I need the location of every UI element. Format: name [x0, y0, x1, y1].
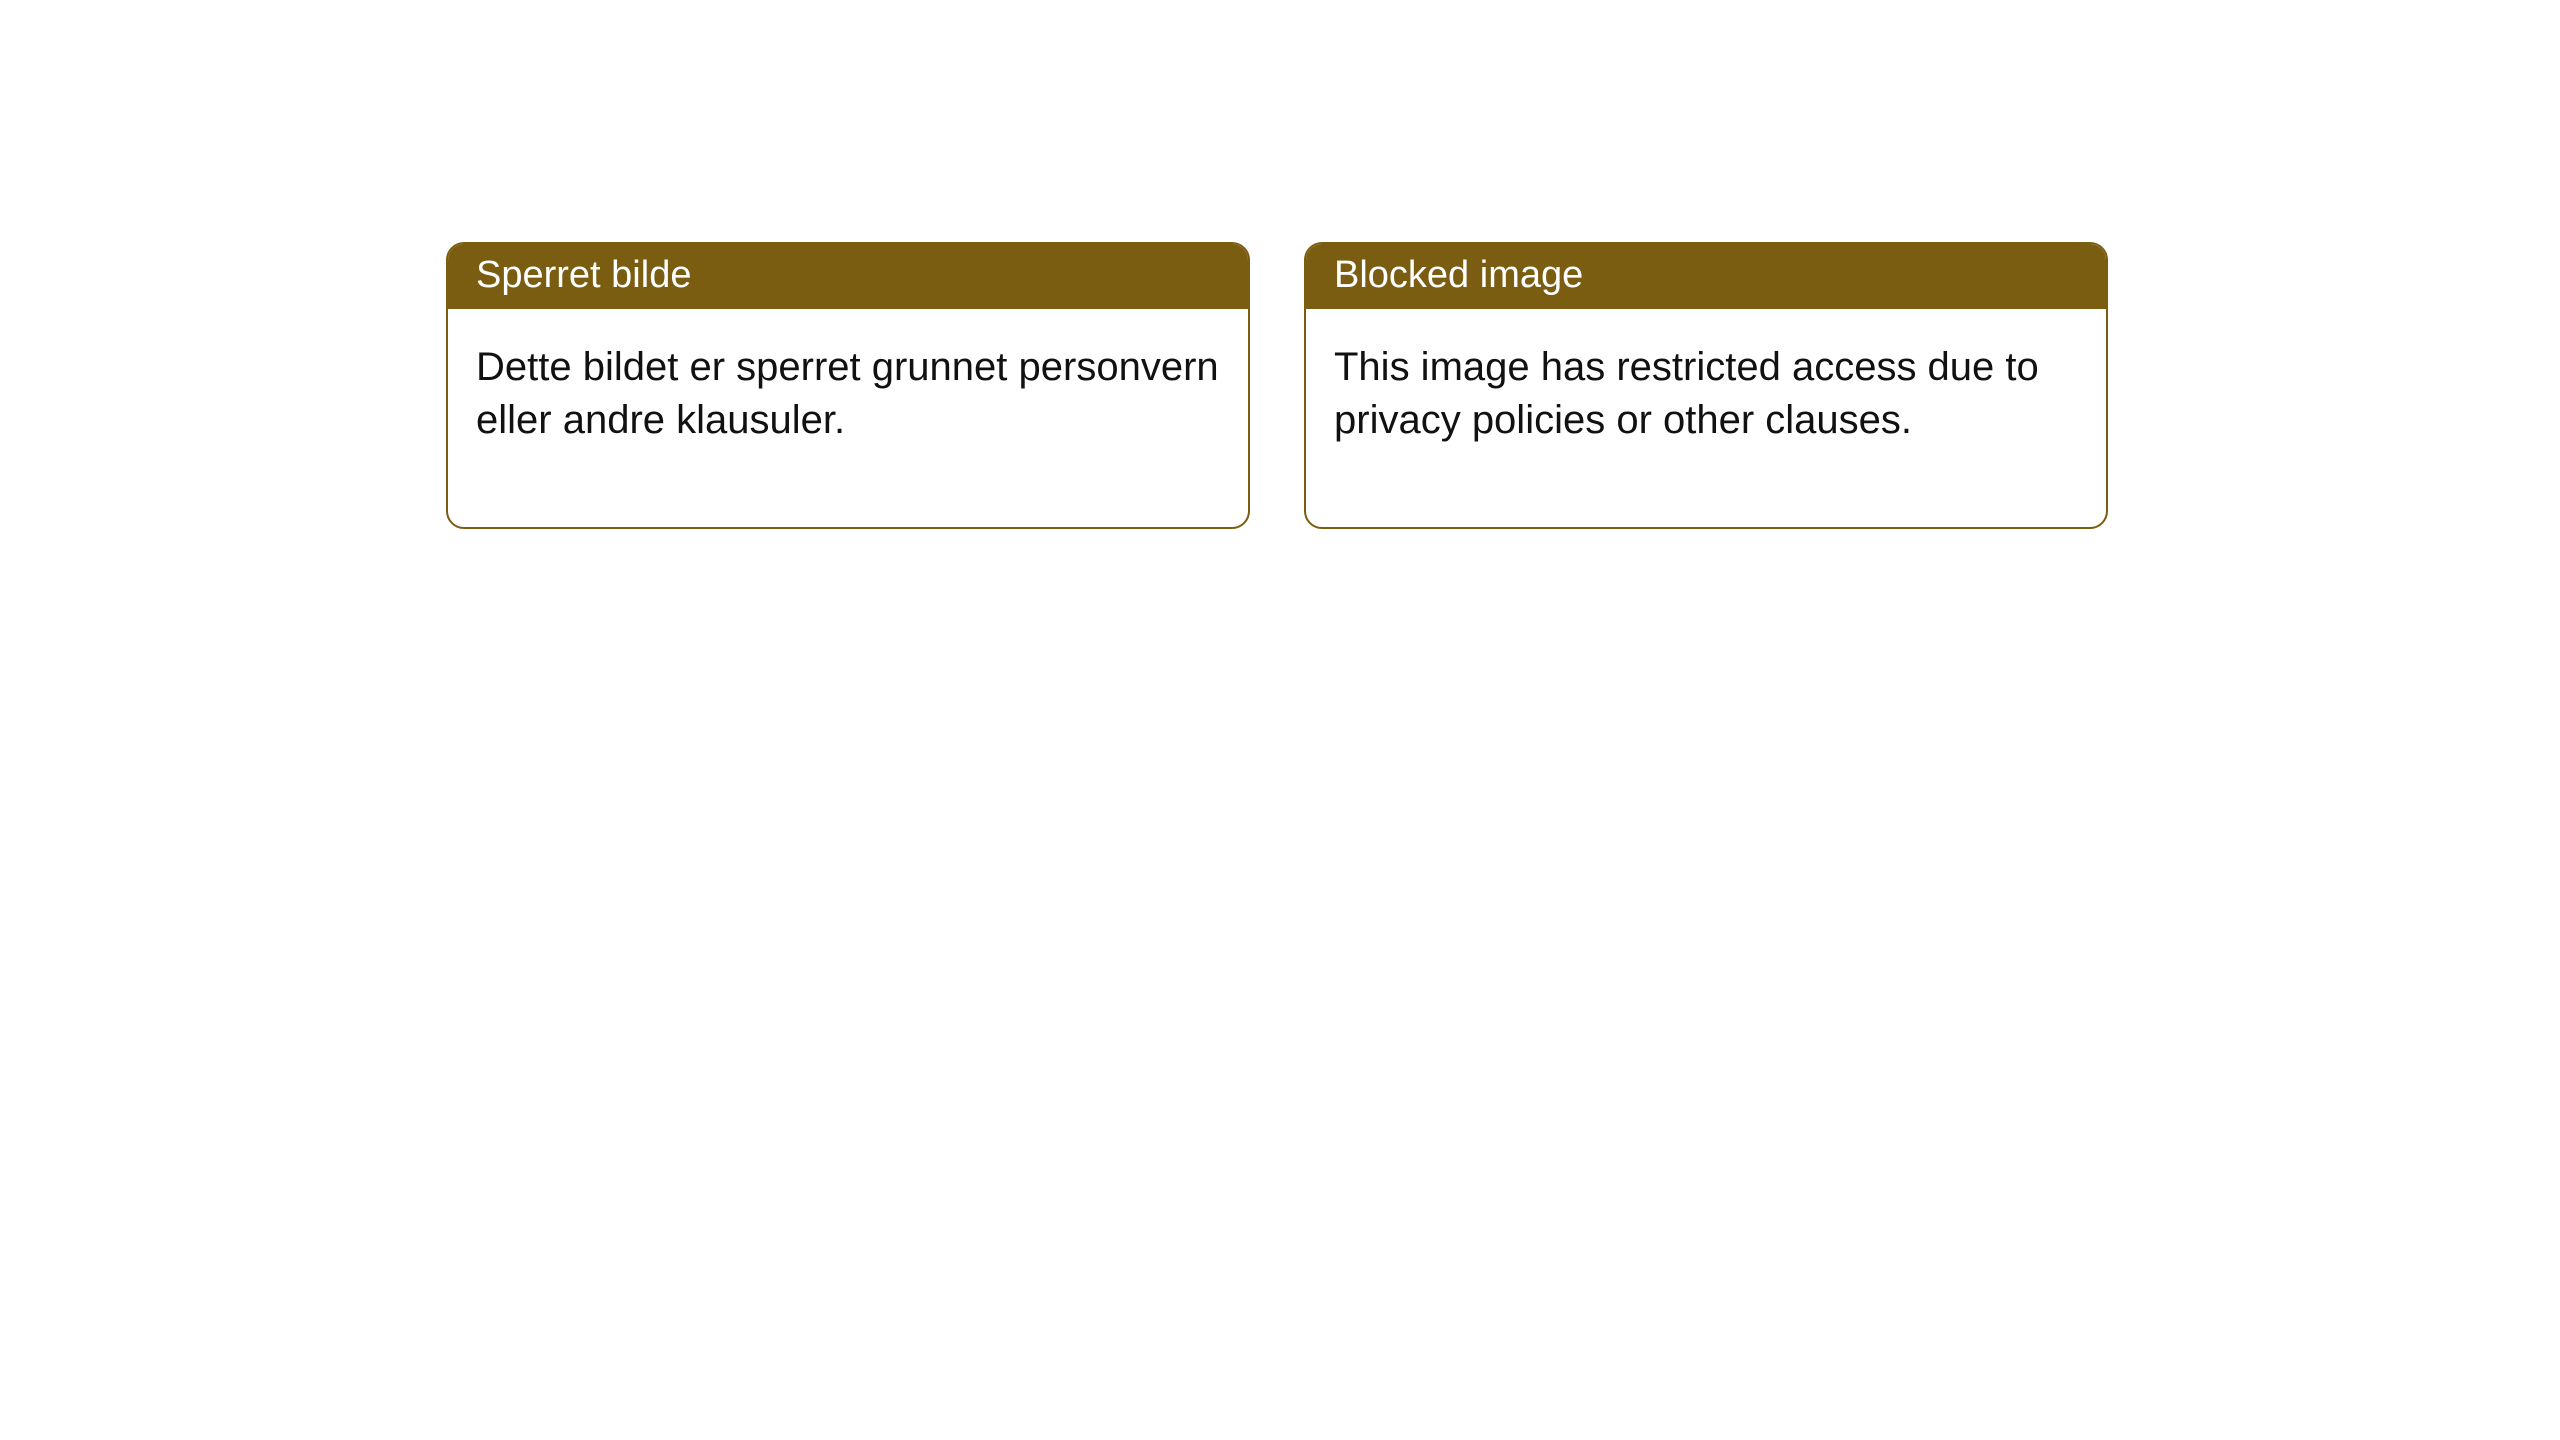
notice-box-english: Blocked image This image has restricted … [1304, 242, 2108, 529]
notice-body-english: This image has restricted access due to … [1306, 309, 2106, 527]
notice-container: Sperret bilde Dette bildet er sperret gr… [0, 0, 2560, 529]
notice-header-english: Blocked image [1306, 244, 2106, 309]
notice-body-norwegian: Dette bildet er sperret grunnet personve… [448, 309, 1248, 527]
notice-box-norwegian: Sperret bilde Dette bildet er sperret gr… [446, 242, 1250, 529]
notice-header-norwegian: Sperret bilde [448, 244, 1248, 309]
